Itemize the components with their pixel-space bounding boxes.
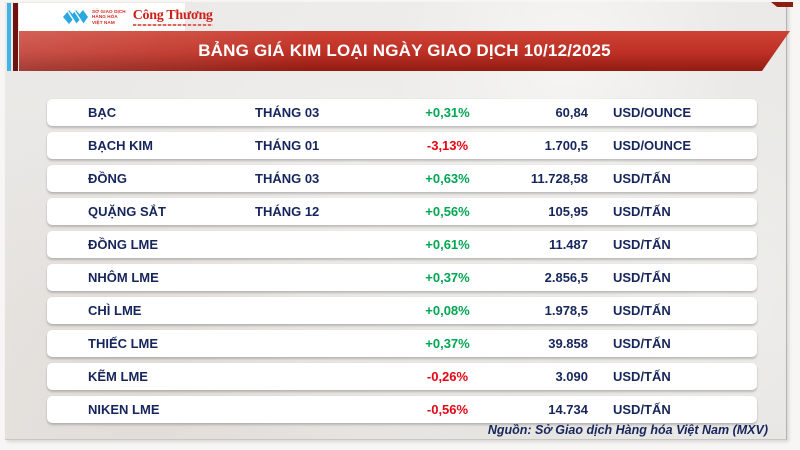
table-row: QUẶNG SẮT THÁNG 12 +0,56% 105,95 USD/TẤN	[47, 198, 757, 225]
change-percent: +0,63%	[425, 171, 470, 186]
commodity-name: ĐỒNG	[88, 171, 127, 186]
accent-stripe-blue	[7, 3, 11, 71]
change-percent: +0,31%	[425, 105, 470, 120]
price-value: 3.090	[555, 369, 588, 384]
price-value: 60,84	[555, 105, 588, 120]
commodity-name: ĐỒNG LME	[88, 237, 159, 252]
price-value: 105,95	[548, 204, 588, 219]
price-value: 14.734	[548, 402, 588, 417]
price-value: 2.856,5	[544, 270, 588, 285]
commodity-name: KẼM LME	[88, 369, 148, 384]
mxv-org-name: SỞ GIAO DỊCH HÀNG HÓA VIỆT NAM	[92, 8, 126, 25]
table-row: ĐỒNG LME +0,61% 11.487 USD/TẤN	[47, 231, 757, 258]
commodity-name: CHÌ LME	[88, 303, 142, 318]
price-unit: USD/TẤN	[613, 402, 671, 417]
congthuong-logo: Công Thương	[132, 8, 213, 26]
congthuong-wordmark: Công Thương	[132, 8, 213, 23]
price-unit: USD/TẤN	[613, 303, 671, 318]
change-percent: -0,56%	[426, 402, 469, 417]
price-unit: USD/TẤN	[613, 171, 671, 186]
price-unit: USD/OUNCE	[613, 105, 692, 120]
page-title: BẢNG GIÁ KIM LOẠI NGÀY GIAO DỊCH 10/12/2…	[198, 41, 611, 60]
price-unit: USD/TẤN	[613, 237, 671, 252]
commodity-name: NHÔM LME	[88, 270, 159, 285]
change-percent: +0,37%	[425, 270, 470, 285]
price-unit: USD/TẤN	[613, 336, 671, 351]
price-unit: USD/TẤN	[613, 369, 671, 384]
table-row: THIẾC LME +0,37% 39.858 USD/TẤN	[47, 330, 757, 357]
commodity-name: QUẶNG SẮT	[88, 204, 166, 219]
change-percent: -0,26%	[426, 369, 469, 384]
price-table: BẠC THÁNG 03 +0,31% 60,84 USD/OUNCE BẠCH…	[47, 99, 757, 429]
source-credit: Nguồn: Sở Giao dịch Hàng hóa Việt Nam (M…	[487, 423, 768, 437]
commodity-name: BẠCH KIM	[88, 138, 153, 153]
logo-bar: SỞ GIAO DỊCH HÀNG HÓA VIỆT NAM Công Thươ…	[19, 3, 213, 31]
change-percent: +0,56%	[425, 204, 470, 219]
table-row: KẼM LME -0,26% 3.090 USD/TẤN	[47, 363, 757, 390]
commodity-name: THIẾC LME	[88, 336, 159, 351]
contract-month: THÁNG 03	[255, 105, 320, 120]
price-unit: USD/OUNCE	[613, 138, 692, 153]
change-percent: +0,61%	[425, 237, 470, 252]
commodity-name: BẠC	[88, 105, 117, 120]
change-percent: +0,37%	[425, 336, 470, 351]
change-percent: +0,08%	[425, 303, 470, 318]
contract-month: THÁNG 03	[255, 171, 320, 186]
corner-decoration	[771, 2, 793, 7]
price-value: 1.978,5	[544, 303, 588, 318]
price-value: 11.728,58	[530, 171, 588, 186]
price-value: 39.858	[548, 336, 588, 351]
change-percent: -3,13%	[426, 138, 469, 153]
price-value: 1.700,5	[544, 138, 588, 153]
accent-stripe-maroon	[13, 3, 18, 71]
table-row: ĐỒNG THÁNG 03 +0,63% 11.728,58 USD/TẤN	[47, 165, 757, 192]
title-banner: BẢNG GIÁ KIM LOẠI NGÀY GIAO DỊCH 10/12/2…	[19, 31, 790, 71]
price-unit: USD/TẤN	[613, 270, 671, 285]
congthuong-tagline-bar	[132, 24, 213, 26]
price-value: 11.487	[548, 237, 588, 252]
mxv-logo-icon	[62, 7, 88, 27]
price-unit: USD/TẤN	[613, 204, 671, 219]
table-row: NIKEN LME -0,56% 14.734 USD/TẤN	[47, 396, 757, 423]
commodity-name: NIKEN LME	[88, 402, 160, 417]
table-row: NHÔM LME +0,37% 2.856,5 USD/TẤN	[47, 264, 757, 291]
table-row: BẠC THÁNG 03 +0,31% 60,84 USD/OUNCE	[47, 99, 757, 126]
contract-month: THÁNG 12	[255, 204, 320, 219]
table-row: BẠCH KIM THÁNG 01 -3,13% 1.700,5 USD/OUN…	[47, 132, 757, 159]
table-row: CHÌ LME +0,08% 1.978,5 USD/TẤN	[47, 297, 757, 324]
contract-month: THÁNG 01	[255, 138, 320, 153]
